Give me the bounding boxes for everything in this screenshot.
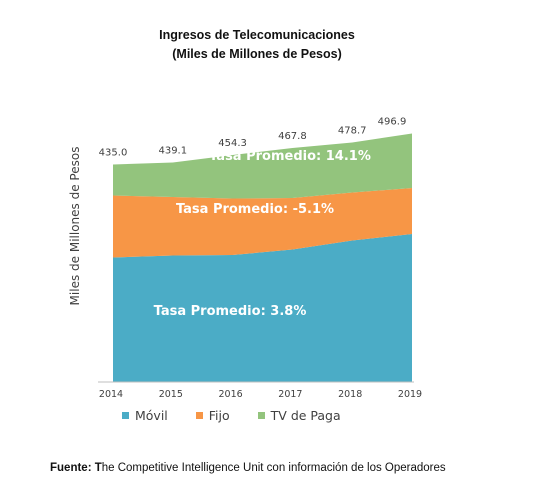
legend-swatch-fijo xyxy=(195,412,203,419)
total-value-label: 454.3 xyxy=(218,138,247,149)
x-tick-label: 2019 xyxy=(398,389,422,400)
x-tick-label: 2016 xyxy=(219,389,243,400)
y-axis-label: Miles de Millones de Pesos xyxy=(68,147,82,306)
chart-title-line2: (Miles de Millones de Pesos) xyxy=(172,47,342,61)
area-movil xyxy=(113,234,412,382)
total-value-label: 435.0 xyxy=(99,148,128,159)
source-text: he Competitive Intelligence Unit con inf… xyxy=(101,462,446,474)
annotation-label: Tasa Promedio: 3.8% xyxy=(154,304,307,319)
chart-title-line1: Ingresos de Telecomunicaciones xyxy=(159,28,355,42)
annotation-label: Tasa Promedio: 14.1% xyxy=(209,149,371,164)
x-tick-label: 2014 xyxy=(99,389,123,400)
total-value-label: 496.9 xyxy=(378,117,407,128)
area-tv-de-paga xyxy=(113,133,412,199)
area-fijo xyxy=(113,188,412,258)
legend-label-fijo: Fijo xyxy=(208,408,230,423)
total-value-label: 478.7 xyxy=(338,126,367,137)
x-tick-label: 2018 xyxy=(338,389,362,400)
total-value-label: 467.8 xyxy=(278,131,307,142)
source-note: Fuente: The Competitive Intelligence Uni… xyxy=(50,462,446,474)
legend-label-tv: TV de Paga xyxy=(270,408,341,423)
legend-label-movil: Móvil xyxy=(135,408,168,423)
x-tick-label: 2017 xyxy=(278,389,302,400)
source-label: Fuente: T xyxy=(50,462,102,474)
legend-item-fijo: Fijo xyxy=(195,408,230,423)
legend-swatch-movil xyxy=(122,412,129,419)
chart-legend: Móvil Fijo TV de Paga xyxy=(122,408,369,423)
legend-swatch-tv xyxy=(257,412,265,419)
legend-item-tv: TV de Paga xyxy=(257,408,341,423)
annotation-label: Tasa Promedio: -5.1% xyxy=(176,202,334,217)
total-value-label: 439.1 xyxy=(158,146,187,157)
legend-item-movil: Móvil xyxy=(122,408,168,423)
x-tick-label: 2015 xyxy=(159,389,183,400)
